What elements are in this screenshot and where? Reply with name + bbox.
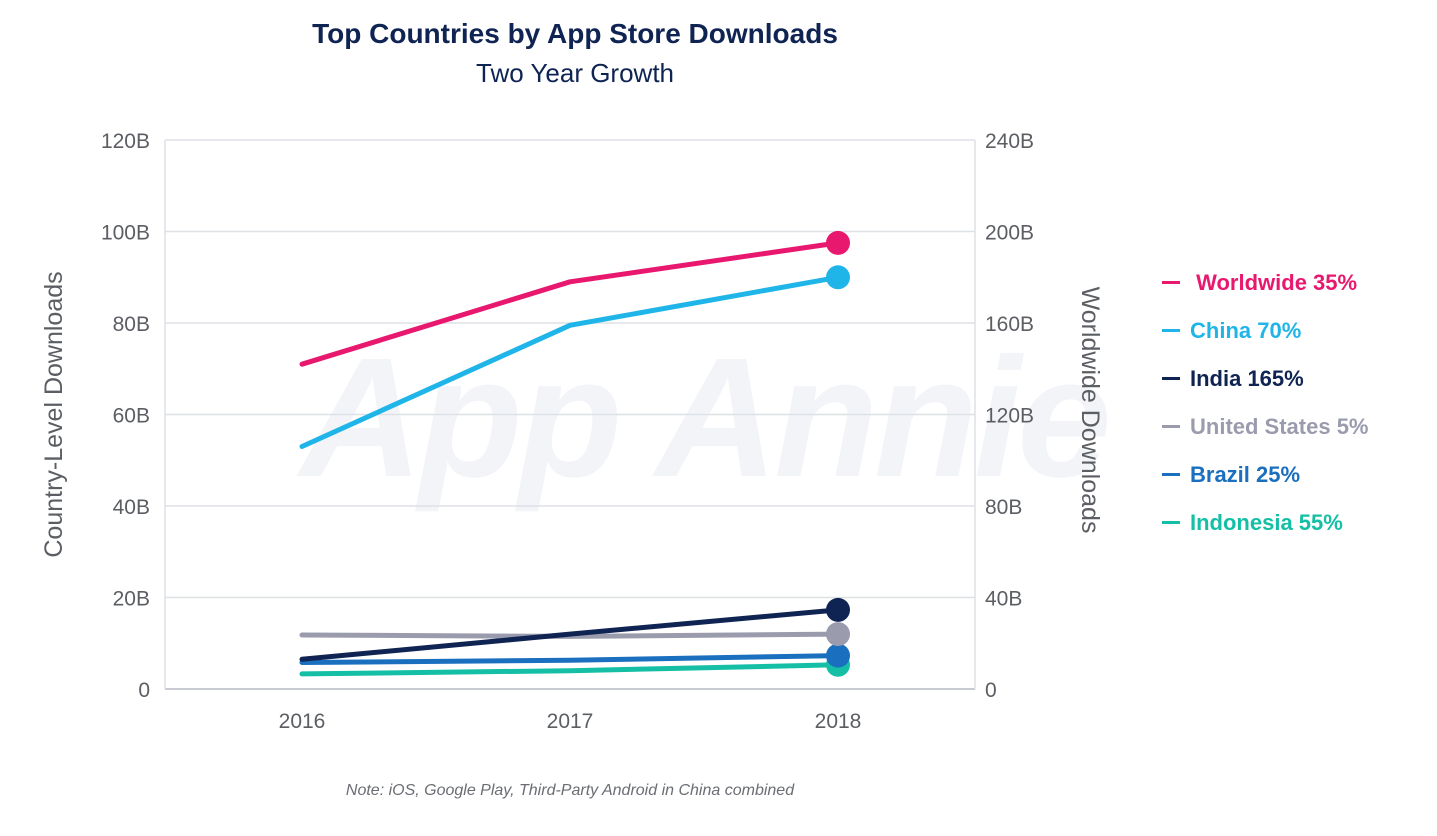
y2-tick-label: 80B: [985, 496, 1022, 519]
legend-swatch: [1162, 424, 1180, 428]
y2-tick-label: 240B: [985, 130, 1034, 153]
legend-item-worldwide: Worldwide 35%: [1162, 270, 1369, 318]
y-tick-label: 100B: [101, 222, 150, 245]
y-tick-label: 120B: [101, 130, 150, 153]
series-point-india: [826, 597, 850, 622]
legend-swatch: [1162, 328, 1180, 332]
x-tick-label: 2016: [279, 710, 326, 733]
series-point-united-states: [826, 622, 850, 647]
legend-label: United States 5%: [1190, 414, 1369, 439]
legend-item-brazil: Brazil 25%: [1162, 462, 1369, 510]
series-line-worldwide: [299, 240, 841, 367]
axes: 0 0 20B 40B 40B 80B 60B 120B 80B 160B 100B 200B 120B…: [40, 130, 1104, 733]
y-tick-label: 40B: [113, 496, 150, 519]
y2-tick-label: 120B: [985, 405, 1034, 428]
chart-note: Note: iOS, Google Play, Third-Party Andr…: [345, 782, 795, 799]
y2-tick-label: 0: [985, 679, 997, 702]
series-point-brazil: [826, 643, 850, 668]
legend-swatch: [1162, 472, 1180, 476]
x-tick-label: 2017: [547, 710, 594, 733]
legend-swatch: [1162, 376, 1180, 380]
legend-label: India 165%: [1190, 366, 1304, 391]
y-tick-label: 80B: [113, 313, 150, 336]
y-axis-label: Country-Level Downloads: [40, 271, 68, 557]
y-tick-label: 60B: [113, 405, 150, 428]
legend-item-indonesia: Indonesia 55%: [1162, 510, 1369, 558]
y2-tick-label: 200B: [985, 222, 1034, 245]
legend-label: Indonesia 55%: [1190, 510, 1343, 535]
y-tick-label: 20B: [113, 588, 150, 611]
y2-tick-label: 160B: [985, 313, 1034, 336]
y2-axis-label: Worldwide Downloads: [1076, 287, 1104, 534]
legend-label: Brazil 25%: [1190, 462, 1301, 487]
series-line-indonesia: [299, 662, 841, 677]
series-lines: [299, 230, 850, 677]
legend-item-united-states: United States 5%: [1162, 414, 1369, 462]
series-line-india: [299, 607, 841, 662]
watermark: App Annie: [300, 323, 1112, 513]
y-tick-label: 0: [138, 679, 150, 702]
series-point-worldwide: [826, 230, 850, 255]
legend-swatch: [1162, 520, 1180, 524]
legend-swatch: [1162, 280, 1180, 284]
series-point-china: [826, 265, 850, 290]
legend-item-india: India 165%: [1162, 366, 1369, 414]
chart-subtitle: Two Year Growth: [476, 58, 674, 88]
series-line-china: [299, 274, 841, 449]
y2-tick-label: 40B: [985, 588, 1022, 611]
x-tick-label: 2018: [815, 710, 862, 733]
legend-label: China 70%: [1190, 318, 1302, 343]
grid: [164, 139, 976, 690]
legend: Worldwide 35% China 70% India 165% Unite…: [1162, 270, 1369, 558]
series-line-brazil: [299, 653, 841, 665]
legend-item-china: China 70%: [1162, 318, 1369, 366]
legend-label: Worldwide 35%: [1190, 270, 1358, 295]
chart-title: Top Countries by App Store Downloads: [312, 18, 838, 49]
